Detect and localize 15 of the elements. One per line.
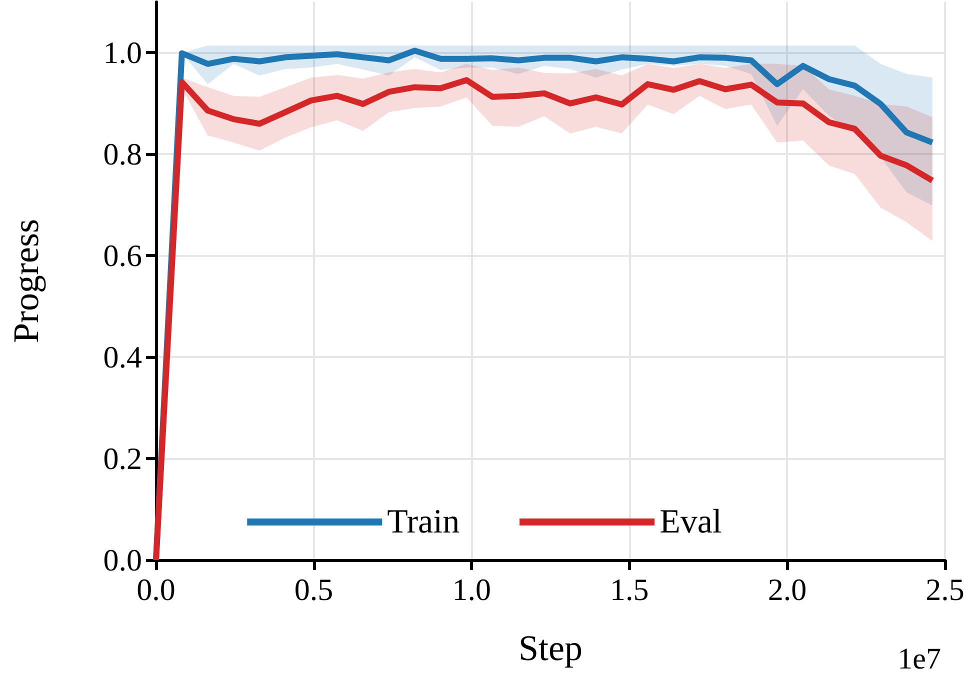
x-tick-label: 2.0 xyxy=(768,572,807,607)
legend-label: Train xyxy=(387,504,460,540)
legend-label: Eval xyxy=(660,504,722,540)
x-tick-label: 2.5 xyxy=(926,572,964,607)
y-axis-title: Progress xyxy=(6,219,46,343)
y-tick-label: 0.4 xyxy=(103,340,142,375)
x-tick-label: 0.5 xyxy=(294,572,334,607)
y-tick-label: 1.0 xyxy=(103,35,142,70)
y-tick-label: 0.2 xyxy=(103,441,142,476)
x-axis-title: Step xyxy=(518,628,583,668)
y-tick-label: 0.8 xyxy=(103,136,142,172)
x-tick-label: 1.0 xyxy=(452,572,491,607)
text: 1e7 xyxy=(898,642,942,676)
x-tick-label: 1.5 xyxy=(610,572,649,607)
y-tick-label: 0.6 xyxy=(103,238,142,274)
